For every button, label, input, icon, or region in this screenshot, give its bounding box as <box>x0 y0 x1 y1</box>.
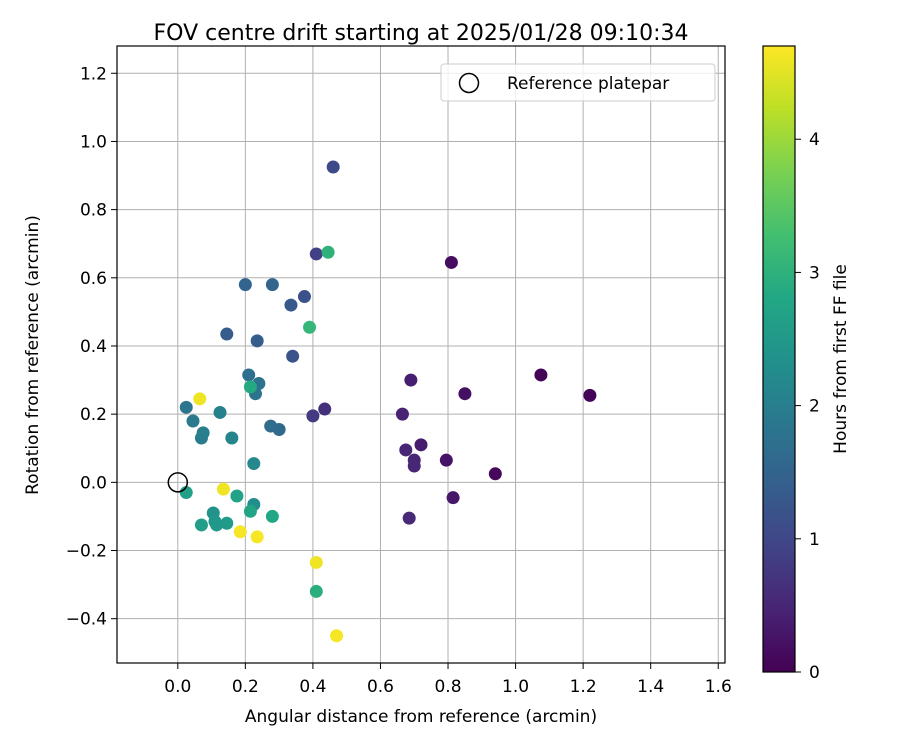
data-point <box>233 525 247 539</box>
y-tick-label: 0.0 <box>80 473 107 493</box>
x-tick-label: 1.6 <box>705 677 732 697</box>
y-axis-label: Rotation from reference (arcmin) <box>23 215 43 495</box>
data-point <box>330 629 344 643</box>
colorbar-ticks: 0 1 2 3 4 <box>795 130 820 683</box>
data-point <box>220 327 234 341</box>
data-point <box>402 511 416 525</box>
data-point <box>264 419 278 433</box>
x-axis-label: Angular distance from reference (arcmin) <box>245 707 597 727</box>
legend-entry-reference: Reference platepar <box>507 74 669 94</box>
data-point <box>265 509 279 523</box>
data-point <box>583 388 597 402</box>
data-point <box>534 368 548 382</box>
x-tick-label: 0.4 <box>299 677 326 697</box>
data-point <box>309 555 323 569</box>
data-point <box>399 443 413 457</box>
x-tick-label: 1.2 <box>570 677 597 697</box>
data-point <box>194 518 208 532</box>
data-point <box>318 402 332 416</box>
data-point <box>179 486 193 500</box>
y-tick-label: 1.0 <box>80 132 107 152</box>
data-point <box>284 298 298 312</box>
y-tick-label: 0.6 <box>80 269 107 289</box>
data-point <box>213 405 227 419</box>
data-point <box>326 160 340 174</box>
colorbar-gradient <box>762 45 796 673</box>
data-point <box>286 349 300 363</box>
data-point <box>225 431 239 445</box>
data-point <box>306 409 320 423</box>
x-tick-label: 1.0 <box>502 677 529 697</box>
data-point <box>446 491 460 505</box>
data-point <box>243 380 257 394</box>
x-tick-label: 1.4 <box>637 677 664 697</box>
colorbar-tick-label: 1 <box>809 530 820 550</box>
y-tick-label: 0.2 <box>80 405 107 425</box>
data-point <box>193 392 207 406</box>
data-point <box>404 373 418 387</box>
colorbar-tick-label: 4 <box>809 130 820 150</box>
y-axis-ticks: −0.4 −0.2 0.0 0.2 0.4 0.6 0.8 1.0 1.2 <box>66 64 117 630</box>
data-point <box>216 482 230 496</box>
x-tick-label: 0.2 <box>232 677 259 697</box>
data-point <box>220 516 234 530</box>
data-point <box>414 438 428 452</box>
colorbar-tick-label: 0 <box>809 663 820 683</box>
data-point <box>242 368 256 382</box>
data-point <box>265 278 279 292</box>
reference-platepar-marker <box>167 472 189 493</box>
x-tick-label: 0.6 <box>367 677 394 697</box>
y-tick-label: −0.4 <box>66 610 107 630</box>
data-points <box>179 160 597 643</box>
data-point <box>250 530 264 544</box>
y-tick-label: 1.2 <box>80 64 107 84</box>
y-tick-label: −0.2 <box>66 542 107 562</box>
colorbar-label: Hours from first FF file <box>831 264 851 454</box>
data-point <box>243 504 257 518</box>
data-point <box>179 400 193 414</box>
legend: Reference platepar <box>440 63 716 102</box>
data-point <box>444 255 458 269</box>
plot-frame <box>116 45 726 664</box>
colorbar: 0 1 2 3 4 Hours from first FF file <box>762 45 851 683</box>
x-axis-ticks: 0.0 0.2 0.4 0.6 0.8 1.0 1.2 1.4 1.6 <box>164 663 732 697</box>
chart-title: FOV centre drift starting at 2025/01/28 … <box>154 21 689 46</box>
data-point <box>321 245 335 259</box>
data-point <box>488 467 502 481</box>
colorbar-tick-label: 2 <box>809 397 820 417</box>
grid-lines <box>117 46 725 663</box>
data-point <box>458 387 472 401</box>
x-tick-label: 0.8 <box>434 677 461 697</box>
data-point <box>230 489 244 503</box>
data-point <box>210 518 224 532</box>
data-point <box>439 453 453 467</box>
colorbar-tick-label: 3 <box>809 263 820 283</box>
data-point <box>407 459 421 473</box>
y-tick-label: 0.4 <box>80 337 107 357</box>
legend-marker-icon <box>458 72 480 94</box>
legend-box <box>440 63 716 102</box>
data-point <box>238 278 252 292</box>
data-point <box>250 334 264 348</box>
data-point <box>247 457 261 471</box>
data-point <box>303 320 317 334</box>
data-point <box>297 290 311 304</box>
x-tick-label: 0.0 <box>164 677 191 697</box>
data-point <box>395 407 409 421</box>
data-point <box>309 584 323 598</box>
y-tick-label: 0.8 <box>80 201 107 221</box>
data-point <box>196 426 210 440</box>
data-point <box>309 247 323 261</box>
data-point <box>186 414 200 428</box>
